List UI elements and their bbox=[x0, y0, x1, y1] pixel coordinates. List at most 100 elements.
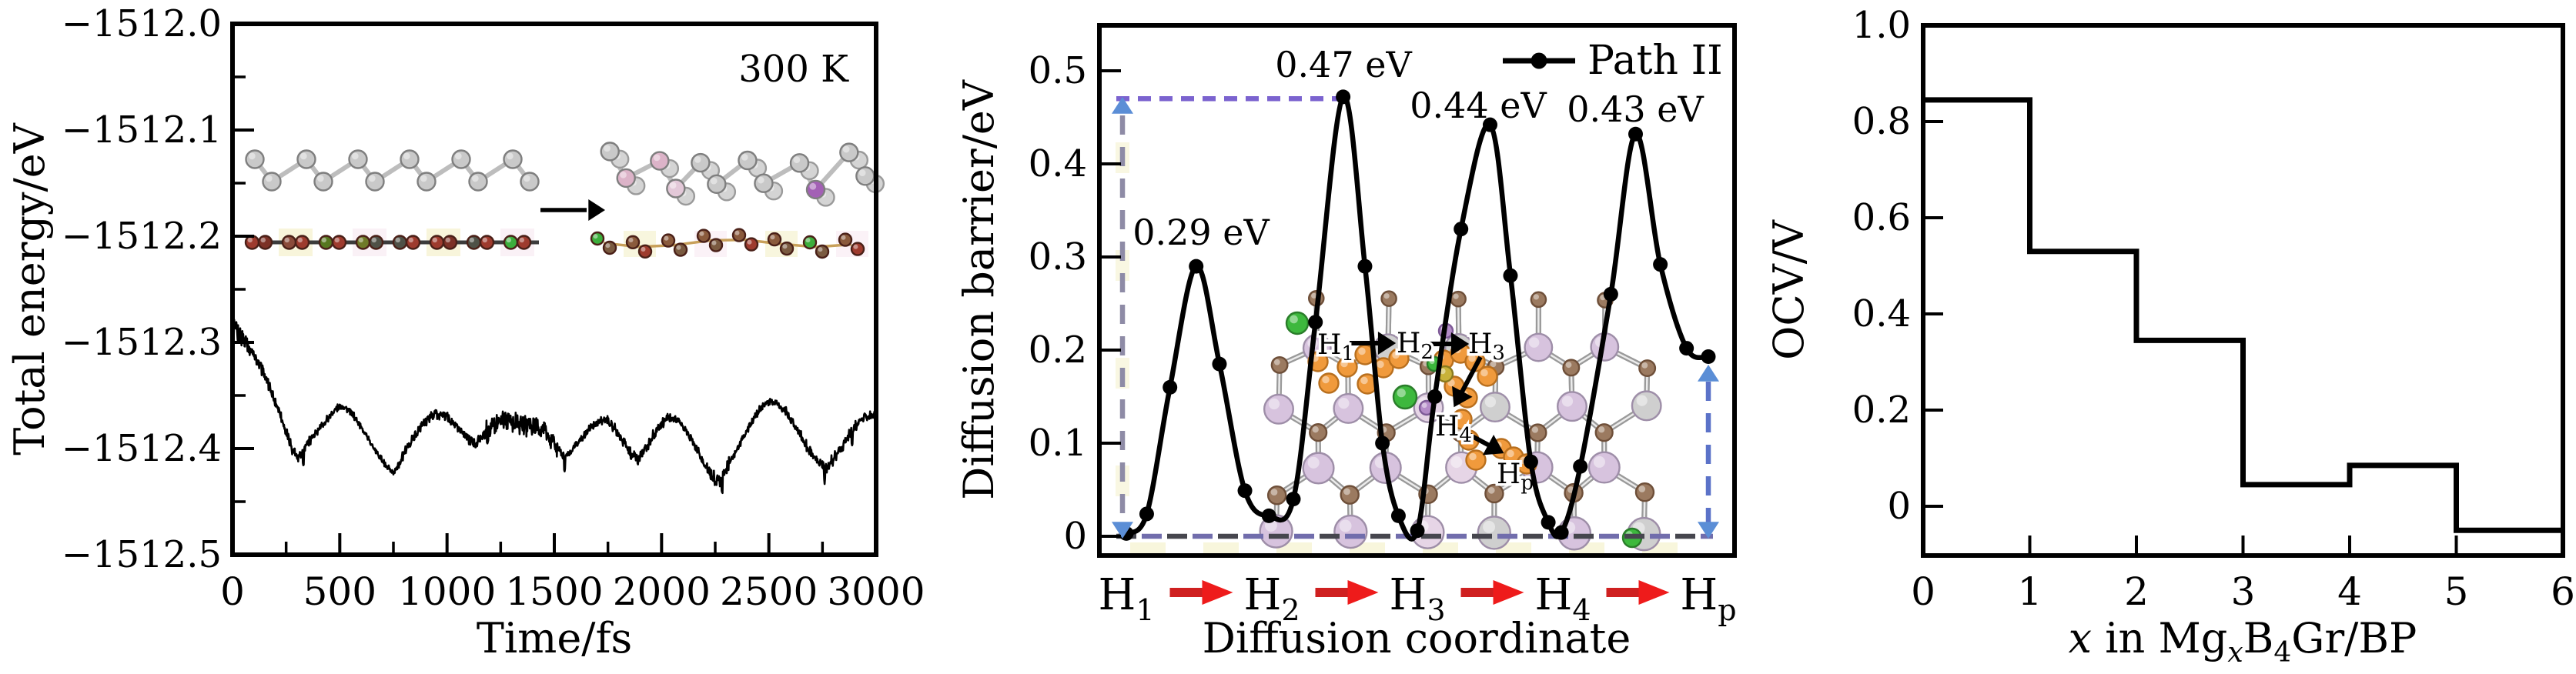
magnesium-path-atom bbox=[1337, 356, 1358, 378]
atom-highlight bbox=[620, 171, 627, 179]
atom-highlight bbox=[297, 237, 303, 243]
ocv-plot-render: 1.0 0.8 0.6 0.4 0.2 00 1 2 3 4 5 6 bbox=[1852, 4, 2575, 614]
md-xlabel: Time/fs bbox=[477, 614, 632, 662]
neb-image-marker bbox=[1628, 126, 1643, 142]
ocv-xlabel-sub4: 4 bbox=[2273, 637, 2291, 669]
atom-highlight bbox=[694, 156, 701, 163]
x-tick-label: 1500 bbox=[505, 569, 603, 614]
atom-highlight bbox=[1561, 395, 1574, 407]
ocv-xlabel-rest: Gr/BP bbox=[2291, 614, 2417, 662]
boron-atom bbox=[1530, 291, 1547, 309]
neb-image-marker bbox=[1308, 315, 1323, 330]
neb-annotation-044: 0.44 eV bbox=[1410, 85, 1547, 126]
y-tick-label: 0.1 bbox=[1029, 422, 1087, 465]
substrate-atom bbox=[696, 229, 711, 243]
ocv-ylabel: OCV/V bbox=[1765, 219, 1813, 360]
substrate-atom bbox=[405, 235, 421, 250]
inset-arrowhead-icon bbox=[1450, 332, 1470, 355]
neb-image-marker bbox=[1163, 379, 1178, 395]
atom-highlight bbox=[699, 231, 704, 236]
x-tick-label: 3 bbox=[2231, 569, 2256, 614]
atom-highlight bbox=[1392, 351, 1400, 359]
atom-highlight bbox=[316, 175, 324, 182]
host-atom bbox=[1557, 391, 1587, 422]
dopant-green-atom bbox=[1392, 384, 1418, 410]
atom-highlight bbox=[1311, 292, 1317, 299]
state-arrow-icon bbox=[1638, 580, 1670, 605]
neb-image-marker bbox=[1603, 286, 1618, 302]
substrate-atom bbox=[708, 238, 724, 252]
atom-highlight bbox=[1421, 402, 1427, 409]
x-state-label: H3 bbox=[1389, 570, 1445, 627]
host-atom bbox=[1333, 514, 1368, 549]
atom-highlight bbox=[471, 175, 479, 182]
md-plot-render: −1512.0 −1512.1 −1512.2 −1512.3 −1512.4 −1512… bbox=[62, 2, 925, 614]
atom-highlight bbox=[1507, 449, 1514, 458]
md-inset-final-substrate bbox=[590, 228, 868, 259]
substrate-atom bbox=[590, 231, 605, 246]
neb-image-marker bbox=[1541, 515, 1556, 530]
atom-highlight bbox=[1453, 293, 1459, 299]
magnesium-path-atom bbox=[1465, 449, 1487, 471]
atom-highlight bbox=[593, 234, 598, 239]
atom-highlight bbox=[358, 237, 364, 243]
boron-atom bbox=[1484, 483, 1504, 504]
neb-image-marker bbox=[1410, 523, 1425, 539]
y-tick-label: 0.2 bbox=[1852, 389, 1911, 432]
atom-highlight bbox=[711, 240, 717, 245]
boron-atom bbox=[1562, 359, 1581, 377]
y-tick-label: 0.4 bbox=[1029, 142, 1087, 185]
phosphorus-atom bbox=[313, 172, 333, 192]
neb-image-marker bbox=[1237, 483, 1253, 499]
atom-highlight bbox=[368, 175, 376, 182]
atom-highlight bbox=[445, 237, 451, 243]
ocv-xlabel-subx: x bbox=[2227, 637, 2243, 669]
substrate-atom bbox=[802, 235, 818, 250]
neb-image-marker bbox=[1701, 349, 1716, 364]
y-tick-label: 0.4 bbox=[1852, 292, 1911, 335]
inset-site-label: H1 bbox=[1317, 329, 1354, 365]
atom-highlight bbox=[432, 237, 438, 243]
neb-image-marker bbox=[1427, 389, 1443, 404]
substrate-atom bbox=[368, 235, 384, 250]
y-tick-label: 0.2 bbox=[1029, 329, 1087, 372]
phosphorus-atom bbox=[805, 179, 826, 200]
magnesium-path-atom bbox=[1318, 372, 1340, 394]
neb-image-marker bbox=[1357, 259, 1373, 274]
neb-image-marker bbox=[1653, 257, 1668, 272]
atom-highlight bbox=[676, 245, 681, 250]
magnesium-path-atom bbox=[1451, 409, 1473, 430]
boron-atom bbox=[1270, 355, 1289, 374]
substrate-atom bbox=[673, 242, 688, 257]
neb-image-marker bbox=[1523, 454, 1538, 469]
host-atom bbox=[1524, 332, 1554, 362]
neb-image-marker bbox=[1679, 341, 1694, 356]
atom-highlight bbox=[469, 237, 475, 243]
y-tick-label: 0 bbox=[1887, 485, 1911, 528]
neb-image-marker bbox=[1573, 459, 1588, 474]
substrate-atom bbox=[355, 235, 371, 250]
neb-image-marker bbox=[1390, 508, 1406, 523]
atom-highlight bbox=[770, 235, 775, 240]
neb-image-marker bbox=[1454, 222, 1469, 237]
legend-marker-icon bbox=[1531, 52, 1547, 69]
md-ylabel: Total energy/eV bbox=[5, 122, 54, 455]
phosphorus-atom bbox=[691, 152, 711, 173]
y-tick-label: 0.6 bbox=[1852, 196, 1911, 239]
atom-highlight bbox=[420, 175, 427, 182]
atom-highlight bbox=[482, 237, 488, 243]
atom-highlight bbox=[1383, 293, 1390, 299]
substrate-atom bbox=[815, 244, 830, 259]
atom-highlight bbox=[1528, 337, 1540, 348]
atom-highlight bbox=[1490, 361, 1497, 368]
neb-curve bbox=[1124, 94, 1710, 542]
panel-ocv: 1.00.80.60.40.200 1 2 3 4 5 6 OCV/V x in MgxB4… bbox=[1765, 4, 2575, 669]
atom-highlight bbox=[321, 237, 327, 243]
substrate-atom bbox=[257, 235, 273, 250]
phosphorus-atom bbox=[245, 149, 265, 169]
atom-highlight bbox=[1533, 294, 1539, 300]
y-tick-label: −1512.3 bbox=[62, 321, 222, 364]
atom-highlight bbox=[853, 244, 858, 249]
highlight-artifact bbox=[1203, 542, 1239, 554]
substrate-atom bbox=[503, 235, 519, 250]
